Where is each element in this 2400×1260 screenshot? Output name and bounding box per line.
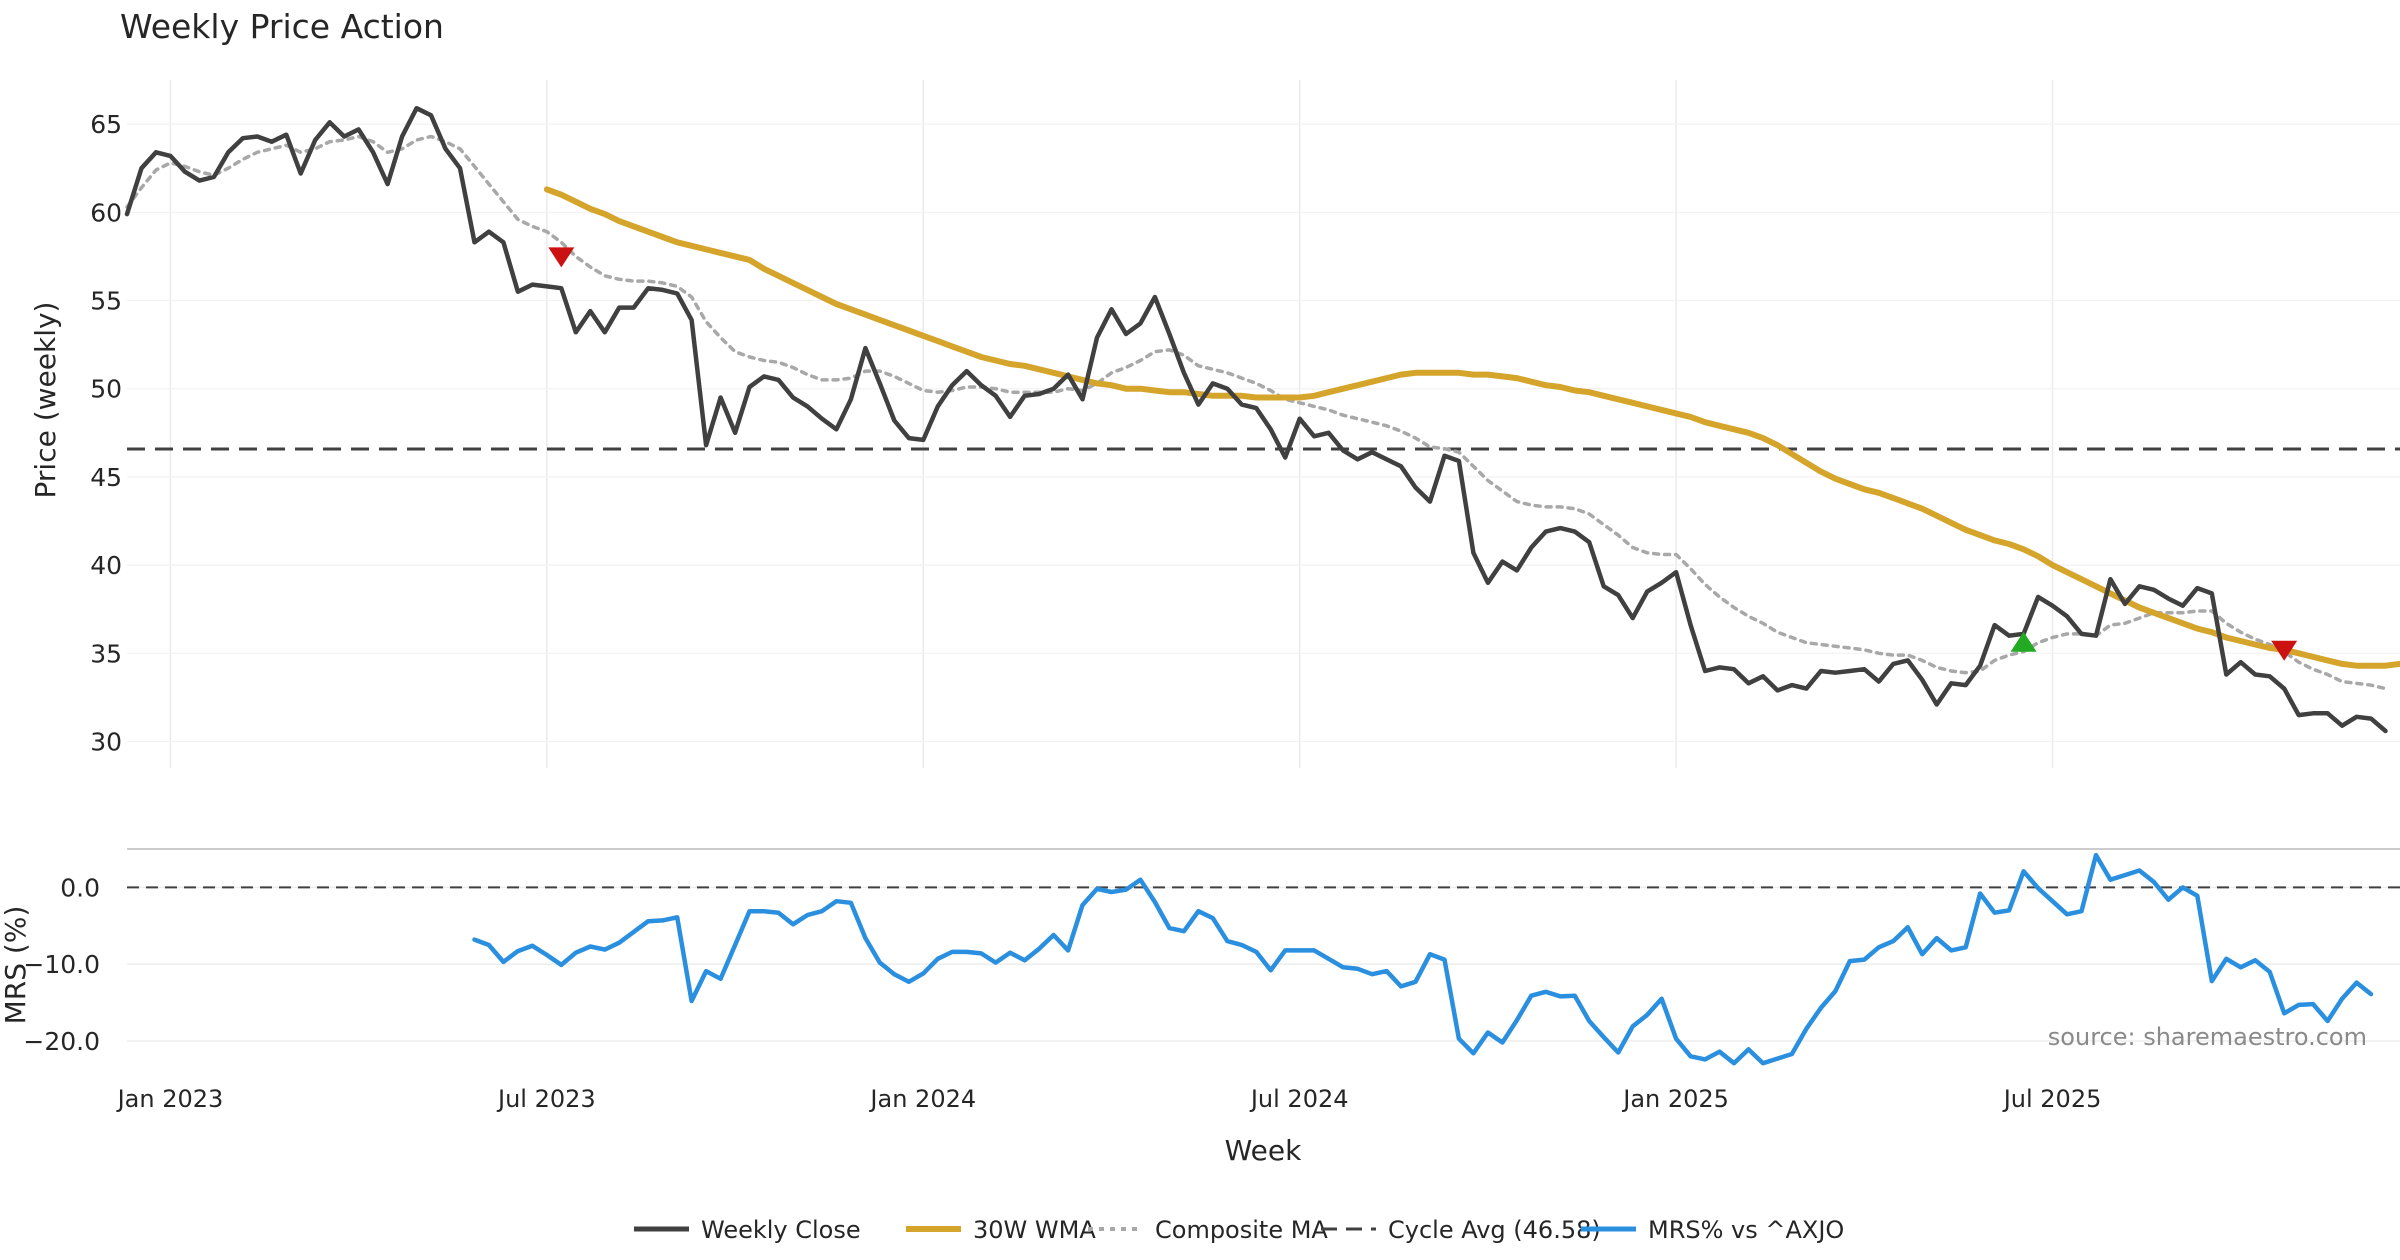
price-series-group (124, 105, 2400, 734)
sell-signal-marker (2271, 640, 2298, 661)
price-y-tick-labels: 30 35 40 45 50 55 60 65 (90, 110, 122, 756)
mrs-series-group (127, 852, 2400, 1066)
price-axis-label: Price (weekly) (29, 302, 62, 499)
mrs-y-tick-label: 0.0 (60, 873, 100, 902)
x-tick-label: Jan 2023 (116, 1085, 224, 1113)
price-y-tick-label: 50 (90, 375, 122, 404)
sell-signal-marker (548, 247, 575, 268)
legend-label: Weekly Close (701, 1216, 861, 1244)
price-y-tick-label: 65 (90, 110, 122, 139)
chart-legend: Weekly Close 30W WMA Composite MA Cycle Avg… (634, 1216, 1844, 1244)
mrs-axis-label: MRS (%) (0, 906, 32, 1025)
buy-signal-marker (2010, 631, 2037, 652)
price-y-tick-label: 60 (90, 198, 122, 227)
x-tick-label: Jan 2025 (1621, 1085, 1729, 1113)
signal-markers (548, 247, 2298, 661)
x-tick-label: Jul 2023 (496, 1085, 596, 1113)
mrs-y-tick-label: −20.0 (23, 1027, 100, 1056)
price-y-tick-label: 30 (90, 728, 122, 757)
composite-ma-line (125, 134, 2388, 691)
x-tick-labels: Jan 2023 Jul 2023 Jan 2024 Jul 2024 Jan 2025… (116, 1085, 2102, 1113)
x-tick-label: Jul 2025 (2002, 1085, 2102, 1113)
legend-label: MRS% vs ^AXJO (1648, 1216, 1844, 1244)
x-axis-label: Week (1225, 1134, 1302, 1167)
legend-label: Cycle Avg (46.58) (1388, 1216, 1601, 1244)
legend-label: 30W WMA (973, 1216, 1096, 1244)
price-panel-gridlines (127, 80, 2400, 768)
price-y-tick-label: 45 (90, 463, 122, 492)
mrs-line (472, 852, 2374, 1066)
mrs-y-tick-labels: 0.0 −10.0 −20.0 (23, 873, 100, 1056)
legend-label: Composite MA (1155, 1216, 1328, 1244)
x-tick-label: Jan 2024 (868, 1085, 976, 1113)
mrs-y-tick-label: −10.0 (23, 950, 100, 979)
price-y-tick-label: 55 (90, 287, 122, 316)
price-y-tick-label: 40 (90, 551, 122, 580)
x-tick-label: Jul 2024 (1249, 1085, 1349, 1113)
price-y-tick-label: 35 (90, 639, 122, 668)
chart-title: Weekly Price Action (120, 7, 444, 46)
source-note: source: sharemaestro.com (2048, 1023, 2367, 1051)
weekly-close-line (124, 105, 2388, 734)
wma-30w-line (543, 186, 2400, 669)
